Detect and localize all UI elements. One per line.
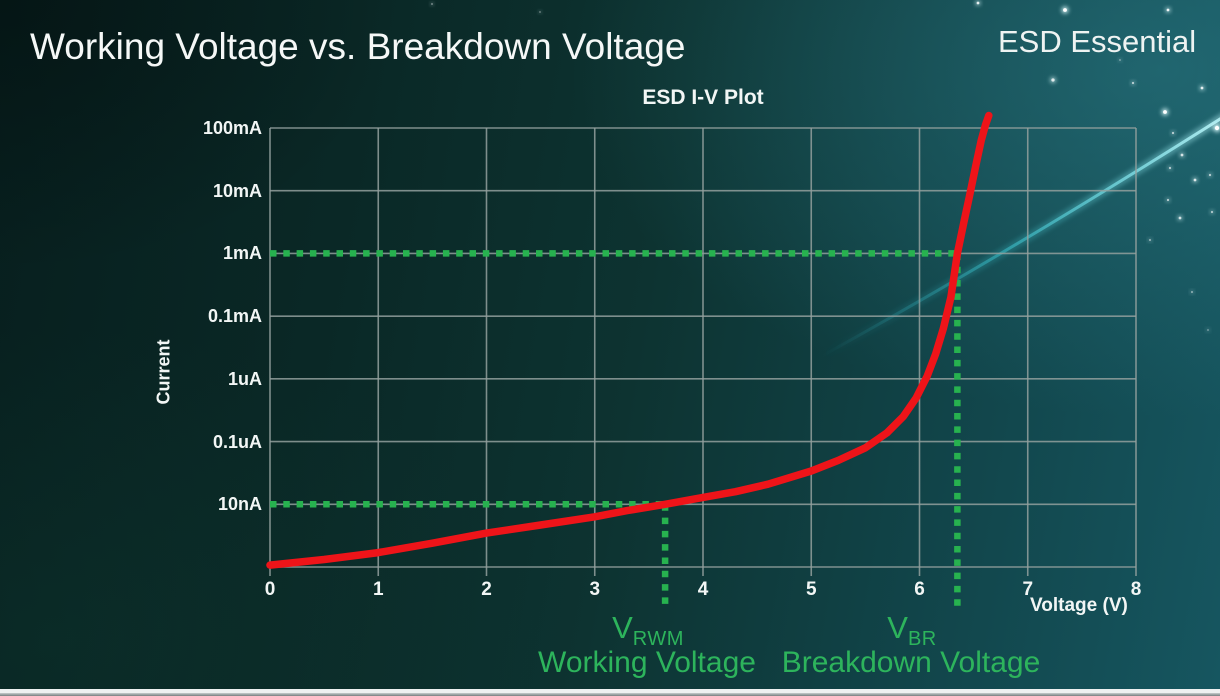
- vrwm-v-letter: V: [612, 610, 633, 645]
- vbr-symbol: VBR: [887, 610, 936, 650]
- x-tick-label: 5: [805, 579, 817, 600]
- y-tick-label: 1mA: [222, 243, 262, 264]
- bottom-edge-strip: [0, 689, 1220, 696]
- y-tick-label: 10mA: [212, 180, 262, 201]
- brand-text: ESD Essential: [998, 24, 1197, 59]
- vrwm-subscript: RWM: [632, 628, 684, 650]
- x-tick-label: 6: [914, 579, 925, 600]
- vbr-subscript: BR: [907, 628, 937, 650]
- chart-title: ESD I-V Plot: [642, 86, 764, 109]
- x-tick-label: 3: [589, 579, 601, 600]
- x-tick-label: 7: [1022, 579, 1034, 600]
- y-tick-label: 100mA: [202, 118, 262, 138]
- vrwm-caption: Working Voltage: [538, 646, 756, 679]
- vbr-caption: Breakdown Voltage: [781, 646, 1041, 679]
- x-tick-label: 8: [1130, 579, 1142, 600]
- x-tick-label: 4: [697, 579, 709, 600]
- x-tick-label: 1: [372, 579, 384, 600]
- page-title: Working Voltage vs. Breakdown Voltage: [30, 26, 686, 67]
- x-axis-label: Voltage (V): [1030, 595, 1128, 616]
- y-tick-label: 0.1mA: [207, 306, 262, 327]
- y-tick-label: 10nA: [217, 494, 262, 515]
- x-tick-label: 0: [264, 579, 276, 600]
- vrwm-symbol: VRWM: [612, 610, 684, 650]
- y-tick-label: 0.1uA: [212, 431, 262, 452]
- light-streak: [819, 113, 1220, 360]
- iv-curve: [266, 111, 993, 569]
- x-tick-label: 2: [481, 579, 492, 600]
- y-tick-label: 1uA: [227, 368, 262, 389]
- sparkle-particles: [430, 0, 1220, 332]
- vbr-v-letter: V: [887, 610, 908, 645]
